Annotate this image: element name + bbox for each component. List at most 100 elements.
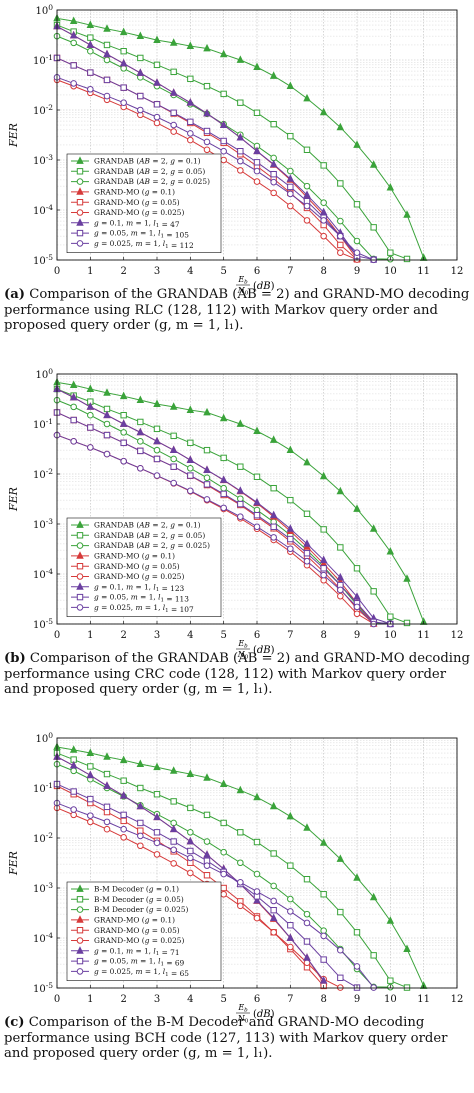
data-point [270, 929, 277, 936]
data-point [287, 183, 294, 191]
tick-exponent: 0 [48, 367, 53, 376]
legend-entry: GRAND-MO (g = 0.025) [71, 208, 184, 217]
legend-var: g [94, 946, 99, 955]
data-point [353, 873, 361, 881]
legend: GRANDAB (AB = 2, g = 0.1)GRANDAB (AB = 2… [66, 153, 222, 253]
data-point [70, 416, 77, 424]
x-tick-label: 4 [187, 994, 193, 1005]
data-point [253, 888, 261, 895]
data-point [286, 445, 295, 454]
legend-text: = 2, [150, 157, 170, 166]
data-point [136, 427, 145, 436]
data-point [320, 956, 327, 963]
data-point [287, 943, 294, 951]
x-label-numerator: Eb [237, 639, 248, 650]
data-point [169, 88, 178, 96]
legend-swatch-marker [76, 563, 84, 570]
legend-var: l [163, 967, 166, 976]
data-point [69, 392, 78, 401]
data-point [237, 513, 244, 520]
legend-text: GRAND-MO ( [94, 208, 145, 217]
data-point [270, 523, 277, 530]
data-point [353, 603, 361, 611]
data-point [70, 767, 77, 775]
y-tick-label: 100 [35, 367, 53, 381]
legend-text: = 0.025) [153, 905, 188, 914]
data-point [103, 388, 111, 396]
data-point [103, 803, 111, 811]
data-point [220, 504, 227, 512]
data-point [237, 495, 244, 503]
legend-text: = 0.025, [99, 967, 136, 976]
data-point [153, 425, 161, 433]
tick-base: 10 [33, 420, 46, 431]
data-point [170, 109, 177, 116]
data-point [353, 610, 361, 618]
x-label-part: 0 [245, 655, 249, 661]
data-point [303, 875, 311, 883]
data-point [320, 932, 327, 940]
data-point [69, 16, 78, 24]
legend-swatch-marker [76, 884, 84, 892]
data-point [86, 770, 95, 779]
data-point [219, 120, 228, 128]
x-label-part: dB [257, 281, 271, 292]
data-point [103, 818, 111, 826]
data-point [253, 895, 261, 904]
data-point [203, 773, 211, 781]
x-tick-label: 6 [254, 630, 260, 641]
x-tick-label: 6 [254, 266, 260, 277]
data-point [170, 121, 177, 129]
legend-entry: g = 0.025, m = 1, l1 = 65 [71, 967, 189, 978]
data-point [103, 56, 111, 64]
legend-swatch-marker [76, 968, 84, 975]
x-tick-label: 2 [120, 630, 126, 641]
caption-tag: (c) [4, 1015, 25, 1030]
data-point [220, 819, 227, 827]
x-label-numerator: Eb [237, 275, 248, 286]
data-point [120, 429, 127, 436]
legend-entry: g = 0.025, m = 1, l1 = 107 [71, 603, 194, 614]
caption-text: Comparison of the GRANDAB (AB = 2) and G… [4, 287, 470, 333]
legend-text: GRAND-MO ( [94, 926, 145, 935]
legend-entry: GRAND-MO (g = 0.1) [71, 187, 175, 197]
legend-entry: GRANDAB (AB = 2, g = 0.1) [71, 520, 201, 530]
legend-swatch-marker [76, 168, 84, 175]
data-point [270, 897, 277, 905]
legend-var: g [170, 521, 175, 530]
data-point [353, 237, 361, 245]
data-point [103, 24, 111, 32]
tick-base: 10 [33, 934, 46, 945]
data-point [187, 439, 194, 447]
legend-entry: g = 0.05, m = 1, l1 = 105 [71, 229, 189, 240]
data-point [120, 47, 127, 55]
data-point [303, 510, 311, 517]
legend-sub: 1 [165, 608, 169, 614]
data-point [287, 132, 294, 140]
x-tick-label: 1 [87, 630, 93, 641]
data-point [253, 523, 261, 531]
data-point [169, 824, 178, 833]
caption-tag: (a) [4, 287, 26, 302]
legend-text: B-M Decoder ( [94, 905, 149, 914]
data-point [137, 54, 144, 62]
data-point [353, 565, 361, 572]
legend-var: g [149, 895, 154, 904]
legend-text: = 2, [150, 531, 170, 540]
data-point [70, 62, 77, 69]
tick-base: 10 [33, 106, 46, 117]
data-point [153, 839, 161, 847]
legend-text: GRANDAB ( [94, 157, 139, 166]
data-point [70, 806, 77, 813]
legend-entry: GRANDAB (AB = 2, g = 0.05) [71, 167, 205, 176]
tick-base: 10 [33, 570, 46, 581]
legend-sub: 1 [165, 244, 169, 250]
x-tick-label: 5 [220, 994, 226, 1005]
legend-swatch-marker [76, 542, 84, 549]
data-point [353, 504, 361, 512]
x-tick-label: 12 [451, 630, 464, 641]
data-point [103, 770, 111, 778]
data-point [87, 424, 94, 431]
